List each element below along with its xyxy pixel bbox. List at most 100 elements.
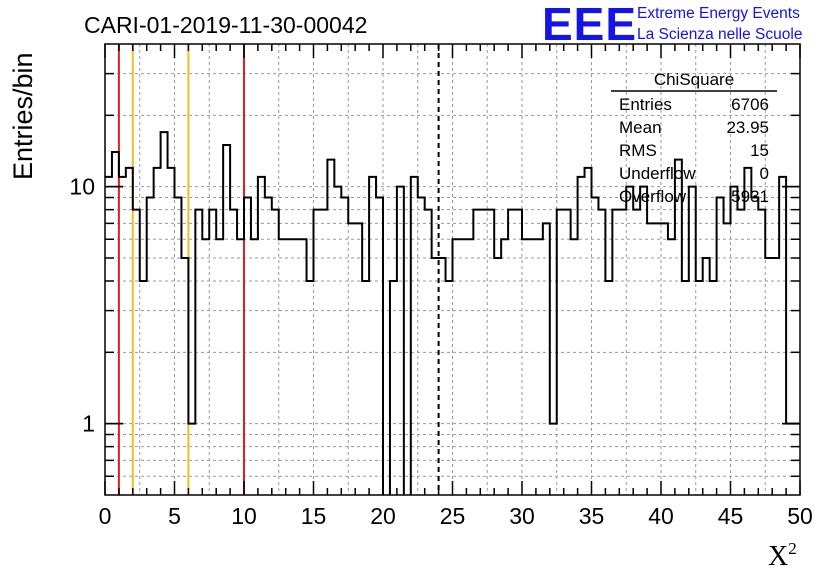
x-tick-label: 10 xyxy=(231,503,257,529)
histogram-bin xyxy=(314,210,321,495)
histogram-bin xyxy=(724,223,731,495)
histogram-bin xyxy=(251,239,258,495)
histogram-bin xyxy=(578,177,585,495)
eee-logo: EEE Extreme Energy Events La Scienza nel… xyxy=(542,0,802,50)
histogram-bin xyxy=(140,281,147,495)
histogram-bin xyxy=(209,210,216,495)
stats-label-underflow: Underflow xyxy=(619,164,696,183)
histogram-bin xyxy=(188,424,195,495)
histogram-bin xyxy=(751,198,758,495)
histogram-bin xyxy=(772,258,779,495)
histogram-bin xyxy=(223,145,230,495)
histogram-bin xyxy=(689,187,696,495)
histogram-bin xyxy=(571,239,578,495)
stats-value-mean: 23.95 xyxy=(726,118,769,137)
histogram-bin xyxy=(710,281,717,495)
stats-label-mean: Mean xyxy=(619,118,662,137)
histogram-bin xyxy=(598,210,605,495)
histogram-bin xyxy=(515,210,522,495)
histogram-bin xyxy=(119,177,126,495)
chart-title: CARI-01-2019-11-30-00042 xyxy=(84,12,367,38)
histogram-bin xyxy=(341,198,348,495)
reference-lines xyxy=(117,44,440,495)
histogram-bin xyxy=(362,281,369,495)
histogram-bin xyxy=(181,258,188,495)
stats-label-entries: Entries xyxy=(619,95,672,114)
histogram-bin xyxy=(487,210,494,495)
x-axis-label-symbol: X xyxy=(768,541,788,572)
histogram-bin xyxy=(286,239,293,495)
y-tick-label: 1 xyxy=(82,411,95,437)
histogram-bin xyxy=(258,177,265,495)
x-tick-label: 30 xyxy=(509,503,535,529)
stats-value-rms: 15 xyxy=(750,141,769,160)
stats-value-overflow: 5931 xyxy=(731,187,769,206)
histogram-bin xyxy=(161,132,168,495)
histogram-bin xyxy=(334,187,341,495)
histogram-bin xyxy=(626,187,633,495)
histogram-bin xyxy=(592,198,599,495)
histogram-bin xyxy=(682,281,689,495)
histogram-bin xyxy=(543,223,550,495)
histogram-bin xyxy=(307,281,314,495)
histogram-bin xyxy=(112,152,119,495)
histogram-bin xyxy=(126,168,133,495)
histogram-bin xyxy=(529,239,536,495)
histogram-bin xyxy=(696,281,703,495)
histogram-bin xyxy=(265,198,272,495)
histogram-bin xyxy=(737,210,744,495)
histogram-bin xyxy=(230,210,237,495)
histogram-bin xyxy=(320,210,327,495)
histogram-bin xyxy=(237,239,244,495)
x-axis-label-superscript: 2 xyxy=(788,539,797,558)
eee-logo-line2: La Scienza nelle Scuole xyxy=(637,26,802,43)
histogram-bin xyxy=(765,258,772,495)
x-tick-label: 45 xyxy=(718,503,744,529)
histogram-bin xyxy=(439,258,446,495)
histogram-bin xyxy=(147,198,154,495)
histogram-bin xyxy=(300,239,307,495)
histogram-bin xyxy=(369,177,376,495)
eee-logo-line1: Extreme Energy Events xyxy=(637,5,800,22)
histogram-bin xyxy=(390,281,397,495)
histogram-bin xyxy=(557,210,564,495)
stats-label-rms: RMS xyxy=(619,141,657,160)
histogram-bin xyxy=(668,239,675,495)
histogram-bin xyxy=(605,281,612,495)
histogram-bins xyxy=(105,131,800,495)
histogram-bin xyxy=(508,210,515,495)
histogram-bin xyxy=(202,239,209,495)
histogram-bin xyxy=(216,239,223,495)
histogram-bin xyxy=(640,187,647,495)
histogram-bin xyxy=(654,223,661,495)
x-tick-label: 50 xyxy=(787,503,813,529)
histogram-bin xyxy=(779,177,786,495)
histogram-bin xyxy=(473,210,480,495)
stats-box: ChiSquare Entries 6706 Mean 23.95 RMS 15… xyxy=(611,70,777,206)
x-tick-label: 25 xyxy=(440,503,466,529)
histogram-bin xyxy=(355,223,362,495)
stats-title: ChiSquare xyxy=(654,70,734,89)
histogram-bin xyxy=(327,160,334,495)
histogram-bin xyxy=(744,168,751,495)
histogram-bin xyxy=(564,210,571,495)
histogram-bin xyxy=(376,198,383,495)
histogram-bin xyxy=(411,177,418,495)
histogram-bin xyxy=(501,239,508,495)
histogram-bin xyxy=(348,223,355,495)
histogram-bin xyxy=(633,210,640,495)
x-tick-label: 40 xyxy=(648,503,674,529)
histogram-bin xyxy=(536,239,543,495)
eee-logo-mark: EEE xyxy=(542,0,637,50)
histogram-bin xyxy=(494,258,501,495)
y-axis-label: Entries/bin xyxy=(8,52,38,180)
histogram-bin xyxy=(195,210,202,495)
histogram-bin xyxy=(612,210,619,495)
histogram-bin xyxy=(550,424,557,495)
tick-labels: 0 5 10 15 20 25 30 35 40 45 50 1 10 xyxy=(69,174,812,529)
histogram-bin xyxy=(661,223,668,495)
axis-ticks xyxy=(104,44,801,495)
histogram-bin xyxy=(446,281,453,495)
histogram-bin xyxy=(272,210,279,495)
